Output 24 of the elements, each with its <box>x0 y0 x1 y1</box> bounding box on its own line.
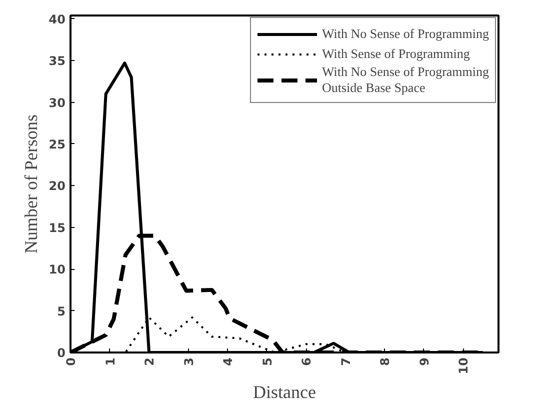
y-tick-label: 25 <box>48 137 66 152</box>
legend-label: With No Sense of Programming Outside Base Space <box>322 64 489 96</box>
y-tick-label: 10 <box>48 262 66 277</box>
y-axis-title: Number of Persons <box>20 114 41 254</box>
y-tick-label: 5 <box>57 304 66 318</box>
x-tick-label: 6 <box>300 357 314 366</box>
x-tick-label: 5 <box>260 357 274 366</box>
y-tick-label: 20 <box>48 179 66 194</box>
x-tick-label: 1 <box>103 357 118 366</box>
legend-label: With Sense of Programming <box>322 46 470 62</box>
x-tick-label: 8 <box>378 357 392 366</box>
y-tick-label: 40 <box>48 12 66 26</box>
legend-label: With No Sense of Programming <box>322 26 489 42</box>
x-tick-label: 2 <box>142 357 157 366</box>
x-tick-label: 4 <box>221 357 236 366</box>
x-tick-label: 3 <box>182 357 196 366</box>
y-tick-label: 15 <box>48 220 66 235</box>
x-tick-label: 10 <box>456 357 471 374</box>
y-tick-label: 30 <box>48 96 66 110</box>
y-tick-label: 35 <box>48 54 66 68</box>
x-tick-label: 7 <box>338 357 353 366</box>
x-tick-label: 9 <box>417 357 432 366</box>
x-axis-title: Distance <box>253 382 316 402</box>
x-tick-label: 0 <box>64 357 78 366</box>
